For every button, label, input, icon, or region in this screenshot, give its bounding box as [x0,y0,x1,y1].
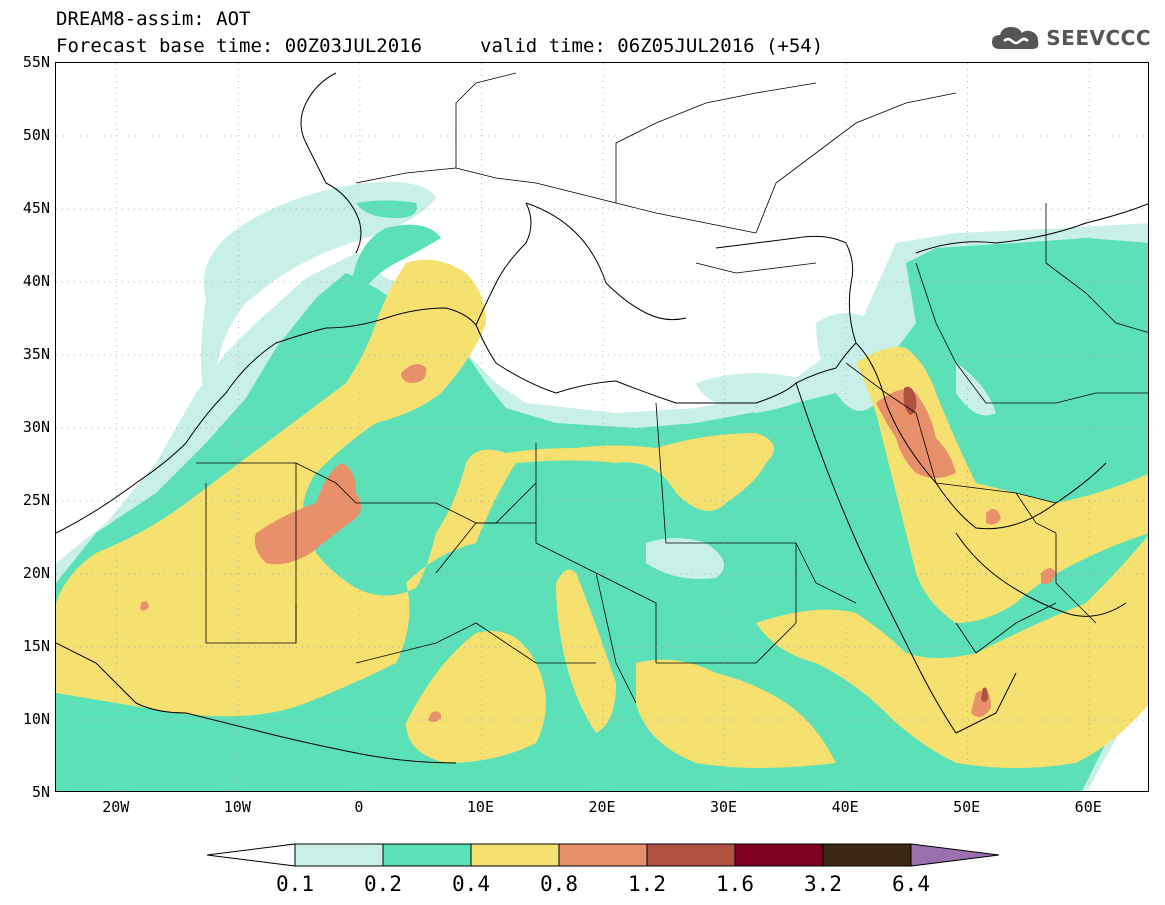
lat-label: 45N [22,199,50,217]
lat-label: 25N [22,491,50,509]
forecast-base-time: Forecast base time: 00Z03JUL2016 [56,35,423,57]
lon-label: 20W [102,798,130,816]
colorbar-threshold-label: 1.6 [716,872,754,896]
lat-label: 5N [31,783,50,801]
colorbar-segment [822,843,912,867]
lat-label: 10N [22,710,50,728]
lon-label: 0 [354,798,364,816]
lon-label: 20E [588,798,616,816]
colorbar-threshold-label: 1.2 [628,872,666,896]
map-area [55,62,1149,792]
lat-label: 30N [22,418,50,436]
colorbar-threshold-label: 6.4 [892,872,930,896]
chart-title: DREAM8-assim: AOT [56,8,251,30]
colorbar-threshold-label: 0.2 [364,872,402,896]
lat-label: 55N [22,53,50,71]
valid-time: valid time: 06Z05JUL2016 (+54) [480,35,824,57]
lon-label: 10E [466,798,494,816]
colorbar-segment [734,843,824,867]
coastlines [56,72,1148,764]
colorbar-over-arrow [910,843,999,867]
colorbar-threshold-label: 0.4 [452,872,490,896]
colorbar-segment [558,843,648,867]
lon-label: 50E [953,798,981,816]
lat-label: 20N [22,564,50,582]
cloud-icon [992,27,1039,49]
colorbar-under-arrow [207,843,296,867]
graticule [56,63,1148,791]
aot-map [56,63,1148,791]
lat-label: 35N [22,345,50,363]
colorbar [207,843,999,867]
seevccc-logo: SEEVCCC [990,22,1151,54]
lon-label: 40E [831,798,859,816]
lon-label: 10W [223,798,251,816]
logo-text: SEEVCCC [1046,26,1151,50]
colorbar-threshold-label: 0.1 [276,872,314,896]
colorbar-segment [470,843,560,867]
colorbar-threshold-label: 0.8 [540,872,578,896]
colorbar-threshold-label: 3.2 [804,872,842,896]
lat-label: 15N [22,637,50,655]
lon-label: 60E [1074,798,1102,816]
aot-1.2-1.6-region [903,386,988,702]
aot-0.8-1.2-region [140,364,1056,723]
lat-label: 40N [22,272,50,290]
lat-label: 50N [22,126,50,144]
colorbar-segment [294,843,384,867]
lon-label: 30E [710,798,738,816]
country-borders [196,72,1148,704]
colorbar-segment [382,843,472,867]
colorbar-segment [646,843,736,867]
